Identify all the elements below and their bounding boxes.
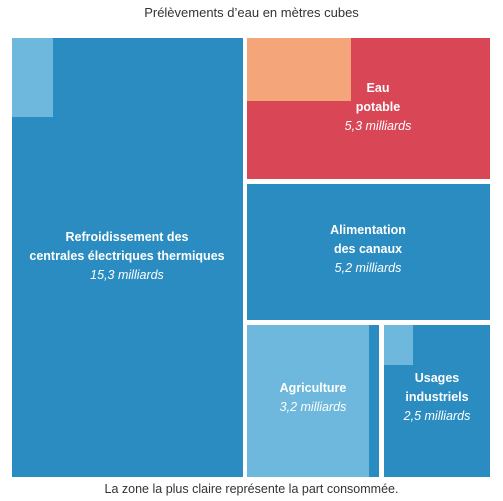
value-label-agriculture: 3,2 milliards — [280, 400, 347, 414]
label-canaux-line-1: Alimentation — [330, 223, 406, 237]
label-refroidissement-line-2: centrales électriques thermiques — [29, 249, 224, 263]
label-eau_potable-line-2: potable — [356, 100, 400, 114]
label-eau_potable-line-1: Eau — [367, 81, 390, 95]
value-label-eau_potable: 5,3 milliards — [345, 119, 412, 133]
consumed-share-refroidissement — [12, 38, 53, 117]
label-agriculture-line-1: Agriculture — [280, 381, 347, 395]
label-industriels-line-2: industriels — [405, 390, 468, 404]
consumed-share-industriels — [384, 325, 413, 365]
chart-title: Prélèvements d’eau en mètres cubes — [144, 5, 359, 20]
label-refroidissement-line-1: Refroidissement des — [66, 230, 189, 244]
value-label-refroidissement: 15,3 milliards — [90, 268, 164, 282]
label-industriels-line-1: Usages — [415, 371, 460, 385]
block-canaux — [247, 184, 490, 320]
consumed-share-eau_potable — [247, 38, 351, 101]
treemap-block-eau_potable: Eau potable 5,3 milliards — [247, 38, 490, 179]
value-label-industriels: 2,5 milliards — [403, 409, 471, 423]
consumed-share-agriculture — [247, 325, 369, 477]
treemap-block-agriculture: Agriculture 3,2 milliards — [247, 325, 379, 477]
treemap-block-refroidissement: Refroidissement des centrales électriques… — [12, 38, 243, 477]
value-label-canaux: 5,2 milliards — [335, 261, 402, 275]
label-canaux-line-2: des canaux — [334, 242, 402, 256]
treemap-block-canaux: Alimentation des canaux 5,2 milliards — [247, 184, 490, 320]
chart-footnote: La zone la plus claire représente la par… — [104, 482, 399, 496]
treemap-block-industriels: Usages industriels 2,5 milliards — [384, 325, 490, 477]
